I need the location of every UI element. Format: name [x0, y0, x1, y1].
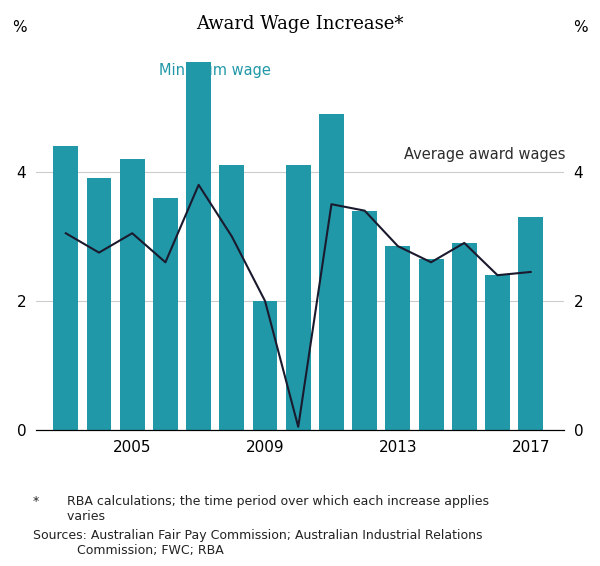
Text: %: %	[12, 20, 27, 35]
Bar	[385, 246, 410, 430]
Text: %: %	[573, 20, 587, 35]
Text: Sources: Australian Fair Pay Commission; Australian Industrial Relations
       : Sources: Australian Fair Pay Commission;…	[33, 529, 482, 557]
Bar	[319, 114, 344, 430]
Bar	[419, 259, 443, 430]
Bar	[86, 178, 112, 430]
Bar	[286, 165, 311, 430]
Bar	[485, 275, 510, 430]
Bar	[153, 198, 178, 430]
Title: Award Wage Increase*: Award Wage Increase*	[196, 15, 404, 33]
Bar	[253, 301, 277, 430]
Bar	[53, 146, 78, 430]
Text: Minimum wage: Minimum wage	[159, 63, 271, 78]
Bar	[220, 165, 244, 430]
Text: RBA calculations; the time period over which each increase applies
    varies: RBA calculations; the time period over w…	[51, 495, 489, 523]
Bar	[186, 62, 211, 430]
Text: *: *	[33, 495, 39, 508]
Bar	[120, 159, 145, 430]
Bar	[518, 217, 543, 430]
Text: Average award wages: Average award wages	[404, 147, 566, 162]
Bar	[452, 243, 477, 430]
Bar	[352, 211, 377, 430]
